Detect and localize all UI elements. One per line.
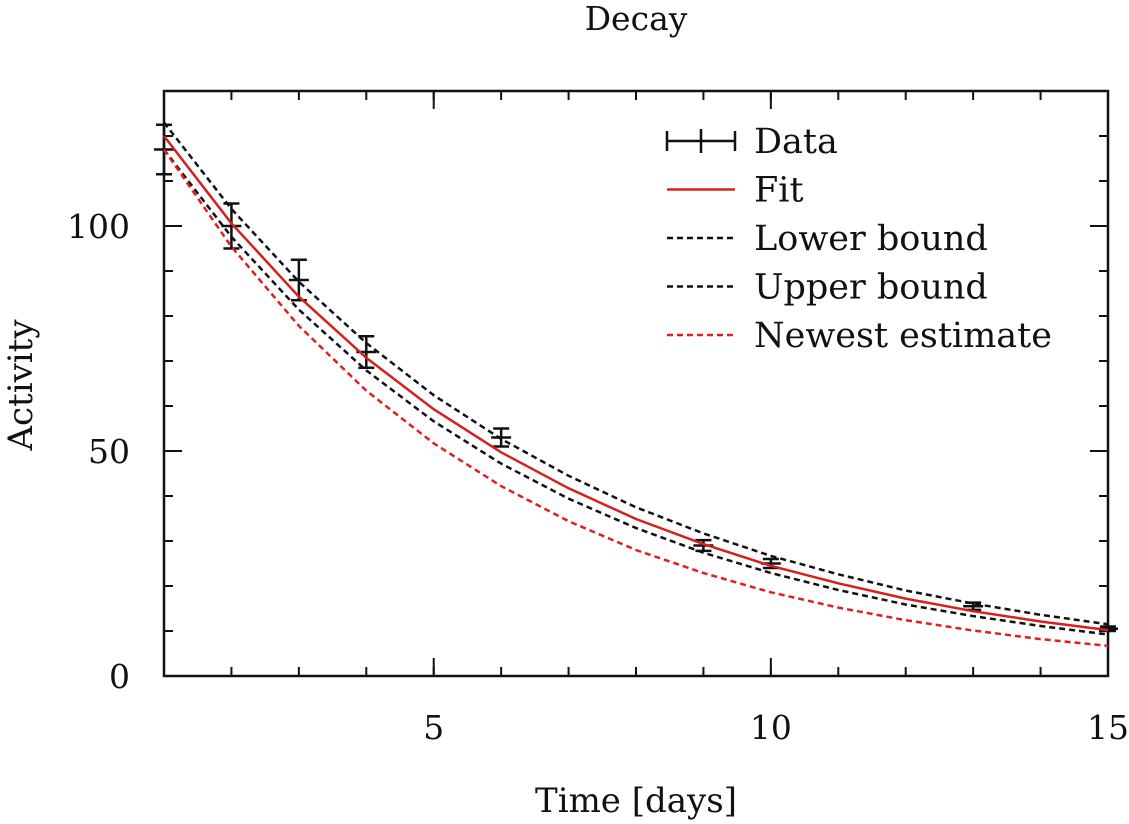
newest-estimate-line [162,148,1109,648]
x-tick-label: 10 [750,708,792,747]
chart-title: Decay [585,0,688,38]
legend-label-lower-bound: Lower bound [754,219,988,259]
y-tick-label: 50 [88,432,130,471]
legend: Data Fit Lower bound Upper bound Newest esti… [665,122,1052,356]
x-tick-label: 5 [423,708,444,747]
upper-bound-line [163,121,1109,626]
fit-line [163,135,1109,632]
axes: 5 10 15 0 50 100 [67,89,1129,747]
plot-frame [162,89,1110,678]
x-tick-label: 15 [1087,708,1129,747]
y-tick-label: 0 [109,657,130,696]
legend-label-upper-bound: Upper bound [754,268,988,308]
plot-series [154,121,1118,648]
y-axis-label: Activity [1,319,41,452]
legend-label-newest-estimate: Newest estimate [754,316,1052,356]
x-axis-label: Time [days] [535,781,737,821]
legend-label-fit: Fit [754,171,804,211]
y-tick-label: 100 [67,207,130,246]
legend-label-data: Data [754,122,838,162]
lower-bound-line [163,148,1109,636]
